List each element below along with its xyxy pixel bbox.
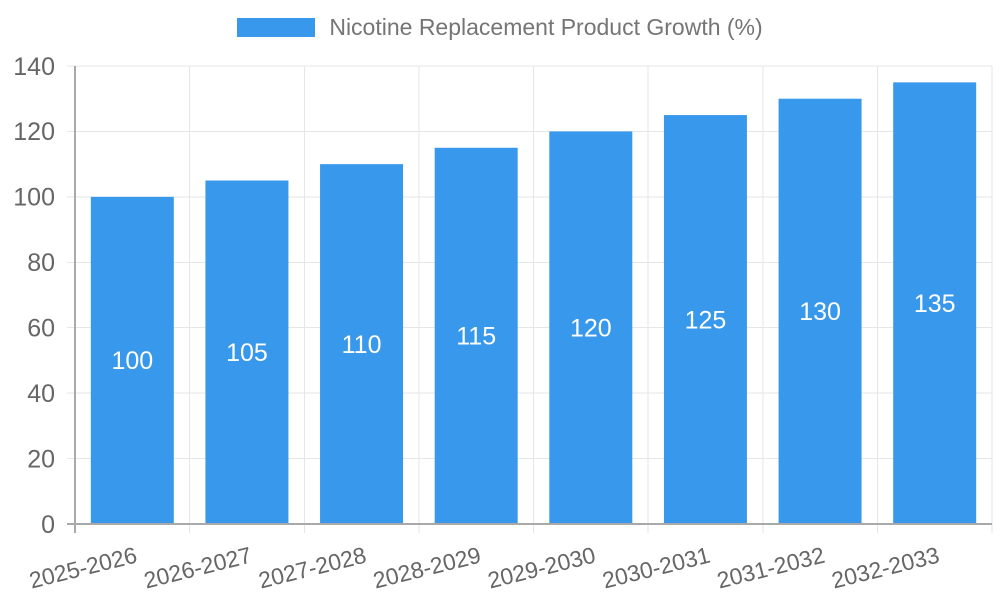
x-tick-label: 2032-2033 [829,542,942,594]
bar-2029-2030[interactable] [549,131,633,524]
x-tick-label: 2030-2031 [600,542,713,594]
y-tick-label: 40 [27,380,55,408]
x-tick-label: 2027-2028 [256,542,369,594]
y-tick-label: 0 [41,511,55,539]
bar-2027-2028[interactable] [320,164,404,524]
bar-2030-2031[interactable] [663,115,747,525]
chart-legend[interactable]: Nicotine Replacement Product Growth (%) [0,14,1000,41]
bar-value-label: 115 [456,323,496,351]
y-tick-label: 80 [27,249,55,277]
legend-swatch-icon [237,18,316,37]
bar-value-label: 110 [342,331,382,359]
y-tick-label: 140 [13,53,55,81]
x-tick-label: 2031-2032 [714,542,827,594]
legend-label: Nicotine Replacement Product Growth (%) [329,14,763,40]
bar-value-label: 130 [799,298,841,326]
bar-2025-2026[interactable] [90,196,174,524]
bar-2032-2033[interactable] [893,82,977,524]
bar-value-label: 100 [111,347,153,375]
bar-value-label: 125 [685,306,727,334]
y-tick-label: 20 [27,445,55,473]
bar-2028-2029[interactable] [434,147,518,525]
y-tick-label: 100 [13,184,55,212]
bar-value-label: 105 [226,339,268,367]
x-tick-label: 2028-2029 [370,542,483,594]
y-tick-label: 60 [27,314,55,342]
bar-value-label: 120 [570,314,612,342]
y-tick-label: 120 [13,118,55,146]
bar-value-label: 135 [914,290,956,318]
x-tick-label: 2029-2030 [485,542,598,594]
x-tick-label: 2026-2027 [141,542,254,594]
x-tick-label: 2025-2026 [26,542,139,594]
bar-2031-2032[interactable] [778,98,862,524]
bar-2026-2027[interactable] [205,180,289,525]
